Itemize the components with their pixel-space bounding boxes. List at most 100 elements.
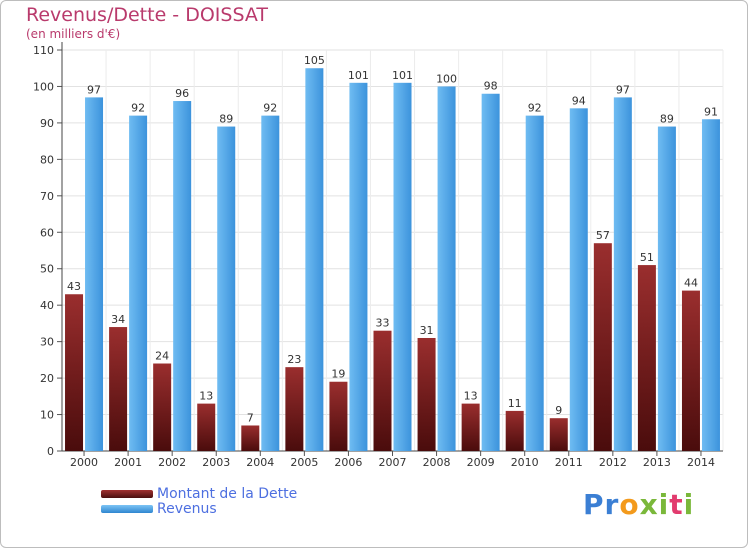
bar-revenus-2008: [437, 86, 456, 452]
proxiti-logo: Proxiti: [583, 488, 694, 521]
data-label-debt-2009: 13: [464, 390, 478, 403]
data-label-debt-2006: 19: [331, 368, 345, 381]
xtick-label-2012: 2012: [599, 456, 627, 469]
xtick-label-2010: 2010: [511, 456, 539, 469]
xtick-label-2005: 2005: [290, 456, 318, 469]
ytick-label-10: 10: [40, 409, 54, 422]
ytick-label-20: 20: [40, 372, 54, 385]
data-label-revenus-2014: 91: [704, 105, 718, 118]
data-label-revenus-2006: 101: [348, 69, 369, 82]
legend-item-debt: Montant de la Dette: [101, 486, 297, 502]
ytick-label-80: 80: [40, 153, 54, 166]
bar-revenus-2011: [569, 108, 588, 451]
data-label-debt-2012: 57: [596, 229, 610, 242]
ytick-label-0: 0: [47, 445, 54, 458]
data-label-debt-2007: 33: [376, 317, 390, 330]
bar-debt-2008: [417, 337, 436, 451]
data-label-debt-2008: 31: [420, 324, 434, 337]
data-label-revenus-2001: 92: [131, 102, 145, 115]
data-label-debt-2011: 9: [555, 404, 562, 417]
xtick-label-2014: 2014: [687, 456, 715, 469]
bar-debt-2014: [681, 290, 700, 451]
bar-debt-2004: [241, 425, 260, 451]
bar-debt-2006: [329, 381, 348, 451]
data-label-debt-2001: 34: [111, 313, 125, 326]
logo-letter: r: [604, 488, 620, 521]
bar-debt-2009: [461, 403, 480, 451]
ytick-label-90: 90: [40, 117, 54, 130]
bar-debt-2007: [373, 330, 392, 451]
data-label-revenus-2009: 98: [484, 80, 498, 93]
xtick-label-2007: 2007: [379, 456, 407, 469]
bar-revenus-2004: [261, 115, 280, 452]
data-label-debt-2005: 23: [287, 353, 301, 366]
data-label-revenus-2004: 92: [263, 102, 277, 115]
bar-revenus-2010: [525, 115, 544, 452]
bar-revenus-2009: [481, 93, 500, 451]
legend-label-debt: Montant de la Dette: [157, 486, 298, 502]
xtick-label-2008: 2008: [423, 456, 451, 469]
xtick-label-2013: 2013: [643, 456, 671, 469]
bar-revenus-2002: [173, 101, 192, 451]
ytick-label-50: 50: [40, 263, 54, 276]
bar-revenus-2014: [701, 119, 720, 451]
ytick-label-100: 100: [33, 80, 54, 93]
bar-revenus-2000: [85, 97, 104, 452]
logo-letter: P: [583, 488, 605, 521]
logo-letter: t: [669, 488, 684, 521]
logo-letter: i: [658, 488, 670, 521]
bar-debt-2005: [285, 367, 304, 451]
bar-debt-2002: [153, 363, 172, 451]
legend-swatch-debt: [101, 490, 153, 498]
data-label-debt-2004: 7: [247, 411, 254, 424]
data-label-revenus-2012: 97: [616, 83, 630, 96]
chart-title: Revenus/Dette - DOISSAT: [26, 4, 268, 26]
data-label-debt-2013: 51: [640, 251, 654, 264]
bar-revenus-2003: [217, 126, 236, 452]
data-label-revenus-2000: 97: [87, 83, 101, 96]
legend-label-revenus: Revenus: [157, 501, 217, 517]
xtick-label-2004: 2004: [246, 456, 274, 469]
data-label-debt-2003: 13: [199, 390, 213, 403]
data-label-revenus-2010: 92: [528, 102, 542, 115]
bar-debt-2003: [197, 403, 216, 451]
ytick-label-40: 40: [40, 299, 54, 312]
ytick-label-110: 110: [33, 44, 54, 57]
ytick-label-60: 60: [40, 226, 54, 239]
legend-swatch-revenus: [101, 505, 153, 513]
data-label-revenus-2008: 100: [436, 72, 457, 85]
bar-revenus-2013: [657, 126, 676, 452]
logo-letter: i: [683, 488, 695, 521]
data-label-revenus-2007: 101: [392, 69, 413, 82]
bar-debt-2011: [549, 418, 568, 451]
logo-letter: x: [639, 488, 659, 521]
data-label-debt-2010: 11: [508, 397, 522, 410]
ytick-label-30: 30: [40, 336, 54, 349]
bar-revenus-2005: [305, 68, 324, 452]
xtick-label-2009: 2009: [467, 456, 495, 469]
legend-item-revenus: Revenus: [101, 501, 217, 517]
data-label-revenus-2013: 89: [660, 113, 674, 126]
bar-revenus-2006: [349, 82, 368, 452]
data-label-debt-2014: 44: [684, 277, 698, 290]
xtick-label-2000: 2000: [70, 456, 98, 469]
data-label-revenus-2002: 96: [175, 87, 189, 100]
bar-debt-2012: [593, 243, 612, 451]
data-label-revenus-2003: 89: [219, 113, 233, 126]
bar-revenus-2012: [613, 97, 632, 452]
bar-revenus-2001: [129, 115, 148, 452]
data-label-debt-2002: 24: [155, 350, 169, 363]
ytick-label-70: 70: [40, 190, 54, 203]
xtick-label-2006: 2006: [334, 456, 362, 469]
bar-debt-2000: [65, 294, 84, 451]
xtick-label-2002: 2002: [158, 456, 186, 469]
bar-revenus-2007: [393, 82, 412, 452]
xtick-label-2003: 2003: [202, 456, 230, 469]
data-label-revenus-2005: 105: [304, 54, 325, 67]
data-label-revenus-2011: 94: [572, 94, 586, 107]
logo-letter: o: [619, 488, 640, 521]
xtick-label-2001: 2001: [114, 456, 142, 469]
xtick-label-2011: 2011: [555, 456, 583, 469]
bar-debt-2001: [109, 327, 128, 451]
